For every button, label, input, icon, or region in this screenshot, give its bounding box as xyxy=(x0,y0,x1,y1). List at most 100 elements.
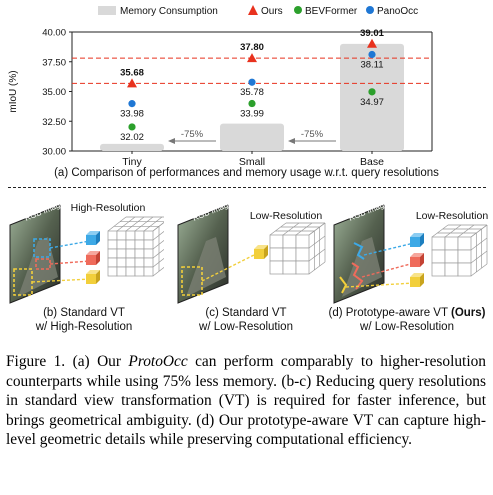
voxel xyxy=(107,257,118,268)
voxel-edge xyxy=(152,231,164,241)
voxel-edge xyxy=(269,222,287,236)
voxel-edge xyxy=(125,216,145,232)
query-cubes xyxy=(86,231,100,284)
legend-swatch-ours xyxy=(248,5,258,15)
voxel xyxy=(107,239,118,250)
voxel xyxy=(143,239,154,250)
ours-marker xyxy=(367,38,377,48)
low-resolution-label: Low-Resolution xyxy=(416,210,489,222)
voxel-edge xyxy=(295,222,313,236)
chart-legend: Memory Consumption Ours BEVFormer PanoOcc xyxy=(98,5,418,17)
voxel xyxy=(295,247,310,262)
legend-label: Ours xyxy=(261,6,283,17)
voxel-edge xyxy=(107,216,127,232)
voxel xyxy=(444,236,459,251)
y-tick-label: 35.00 xyxy=(42,87,66,98)
memory-bar xyxy=(340,43,404,151)
voxel xyxy=(116,239,127,250)
bars xyxy=(100,43,404,151)
panoocc-value-label: 38.11 xyxy=(360,59,383,70)
high-resolution-label: High-Resolution xyxy=(71,202,146,214)
panoocc-marker xyxy=(128,100,136,108)
voxel-edge xyxy=(143,216,163,232)
voxel xyxy=(282,247,297,262)
ours-value-label: 37.80 xyxy=(240,42,264,53)
reduction-label: -75% xyxy=(301,129,324,140)
voxel xyxy=(457,236,472,251)
voxel-edge xyxy=(152,267,164,277)
subfigure-b-caption: (b) Standard VT w/ High-Resolution xyxy=(35,307,133,333)
voxel xyxy=(134,239,145,250)
voxel-edge xyxy=(152,222,164,232)
voxel xyxy=(116,230,127,241)
voxel-edge xyxy=(152,258,164,268)
method-name: ProtoOcc xyxy=(128,353,188,370)
voxel xyxy=(134,266,145,277)
voxel xyxy=(107,248,118,259)
subfigure-d-caption: (d) Prototype-aware VT (Ours) w/ Low-Res… xyxy=(328,307,486,333)
x-tick-label: Small xyxy=(239,156,265,168)
voxel xyxy=(431,262,446,277)
legend-swatch-memory xyxy=(98,6,116,15)
voxel-edge xyxy=(308,222,326,236)
rgb-image-road xyxy=(18,237,58,297)
voxel xyxy=(125,230,136,241)
voxel-edge xyxy=(152,240,164,250)
voxel xyxy=(116,257,127,268)
voxel xyxy=(116,248,127,259)
voxel xyxy=(107,230,118,241)
figure-caption: Figure 1. (a) Our ProtoOcc can perform c… xyxy=(6,353,486,449)
voxel-edge xyxy=(431,224,449,238)
voxel xyxy=(125,239,136,250)
panoocc-value-label: 33.98 xyxy=(120,109,144,120)
bevformer-marker xyxy=(248,99,256,108)
low-resolution-label: Low-Resolution xyxy=(250,210,323,222)
bevformer-marker xyxy=(128,123,136,131)
panel-b-illustration: RGB Image High-Resolution xyxy=(9,199,164,304)
voxel-grid-low xyxy=(269,222,326,275)
voxel-edge xyxy=(308,248,326,262)
voxel xyxy=(282,260,297,275)
voxel-grid-low xyxy=(431,224,488,277)
subfigure-a-caption: (a) Comparison of performances and memor… xyxy=(54,167,439,179)
arrow-head xyxy=(288,138,295,144)
bevformer-marker xyxy=(368,88,376,96)
subfigure-c-caption: (c) Standard VT w/ Low-Resolution xyxy=(199,307,293,333)
voxel xyxy=(107,266,118,277)
ours-value-label: 35.68 xyxy=(120,67,144,78)
voxel xyxy=(134,230,145,241)
panel-c-illustration: RGB Image Low-Resolution xyxy=(177,199,326,304)
panoocc-marker xyxy=(248,78,256,86)
y-tick-label: 37.50 xyxy=(42,57,66,68)
voxel-edge xyxy=(457,224,475,238)
voxel xyxy=(143,230,154,241)
voxel xyxy=(143,257,154,268)
section-divider xyxy=(8,187,486,188)
voxel xyxy=(269,247,284,262)
memory-bar xyxy=(100,143,164,151)
voxel xyxy=(125,248,136,259)
voxel xyxy=(457,249,472,264)
arrow-head xyxy=(168,138,175,144)
x-tick-label: Tiny xyxy=(122,156,142,168)
legend-swatch-panoocc xyxy=(366,6,374,14)
voxel xyxy=(143,248,154,259)
voxel-grid-high xyxy=(107,216,164,277)
voxel-edge xyxy=(308,261,326,275)
chart: Memory Consumption Ours BEVFormer PanoOcc 3… xyxy=(8,5,433,168)
voxel xyxy=(125,266,136,277)
voxel-edge xyxy=(444,224,462,238)
voxel-edge xyxy=(116,216,136,232)
voxel-edge xyxy=(470,237,488,251)
voxel xyxy=(125,257,136,268)
bevformer-value-label: 33.99 xyxy=(240,109,264,120)
voxel-edge xyxy=(152,249,164,259)
legend-label: PanoOcc xyxy=(377,6,418,17)
memory-bar xyxy=(220,123,284,151)
data-labels: -75% -75% 35.68 37.80 39.01 32.02 33.99 34.97 33… xyxy=(120,28,385,144)
voxel xyxy=(431,249,446,264)
query-cubes xyxy=(410,233,424,287)
voxel xyxy=(457,262,472,277)
bevformer-value-label: 32.02 xyxy=(120,132,144,143)
voxel-edge xyxy=(308,235,326,249)
